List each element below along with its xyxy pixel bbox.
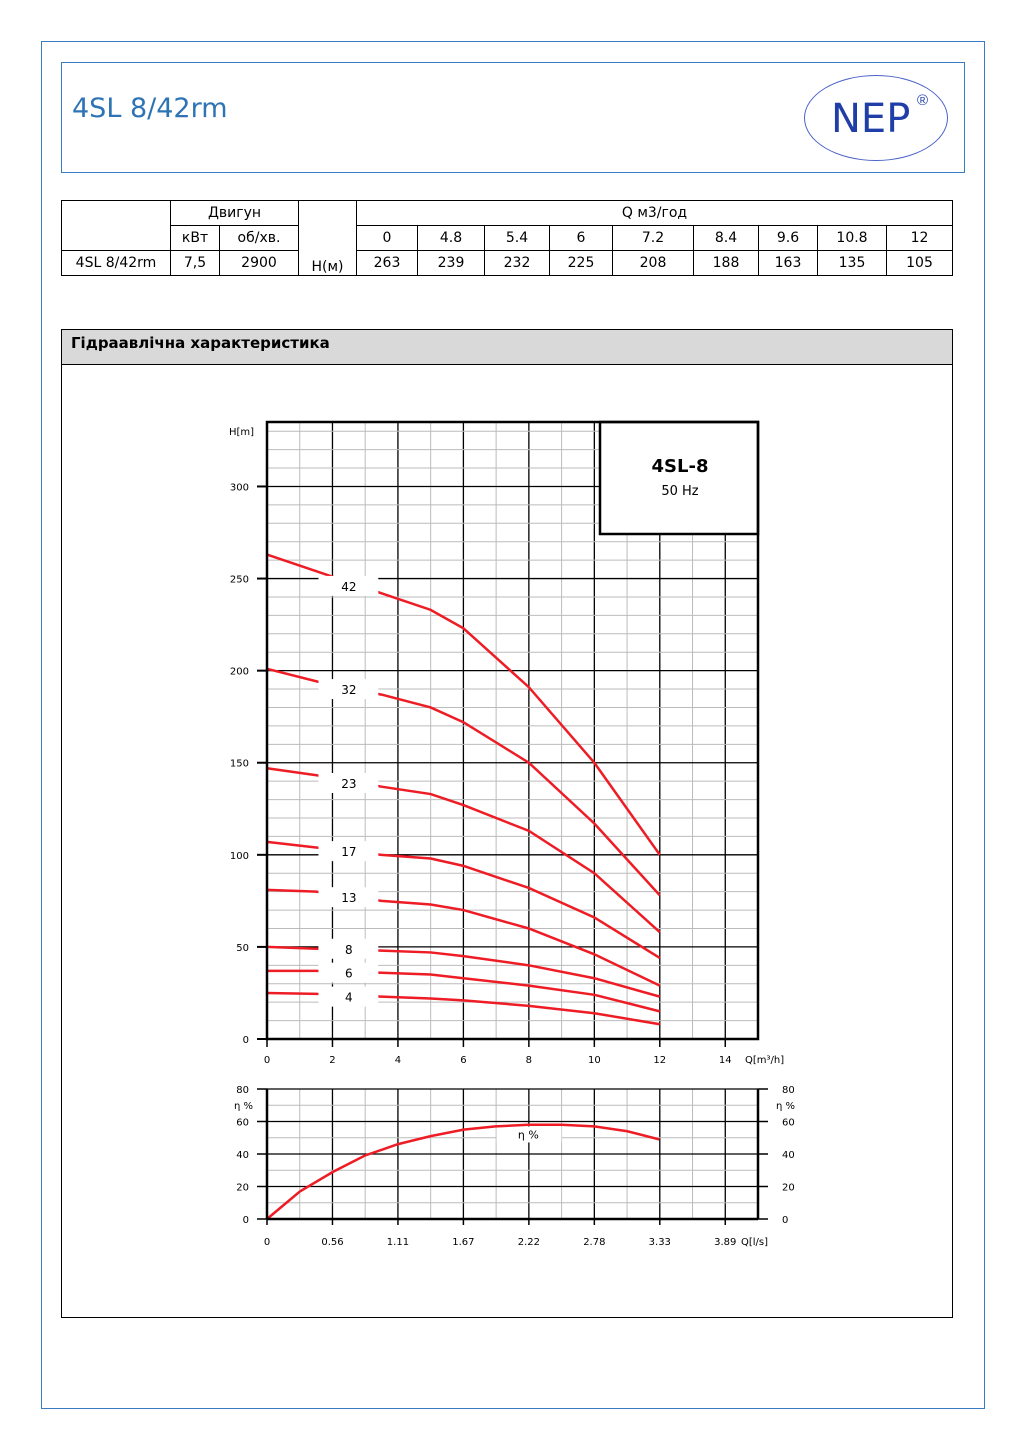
curve-label: 32 [341,683,356,697]
logo-text: NEP [831,96,911,142]
label-background [318,887,379,908]
x-tick-label: 6 [460,1055,466,1066]
eff-x-tick-label: 1.67 [452,1237,474,1248]
nep-logo: NEP ® [804,75,948,161]
h-value-cell: 239 [417,250,485,276]
y-tick-label: 200 [230,667,249,678]
q-value-cell: 6 [549,225,613,251]
x-tick-label: 14 [719,1055,732,1066]
head-header: H(м) [298,200,357,276]
eff-x-tick-label: 3.33 [649,1237,671,1248]
y-tick-label: 300 [230,482,249,493]
eff-y-tick-label-right: 40 [782,1150,795,1161]
rpm-header: об/хв. [219,225,299,251]
q-value-cell: 12 [886,225,953,251]
label-background [318,962,379,983]
eff-y-tick-label: 40 [236,1150,249,1161]
eff-y-tick-label: 80 [236,1085,249,1096]
page-title: 4SL 8/42rm [72,93,228,124]
y-tick-label: 0 [243,1035,249,1046]
x-axis-label: Q[m³/h] [745,1055,784,1066]
curve-label: 6 [345,967,353,981]
x-tick-label: 0 [264,1055,270,1066]
label-background [318,986,379,1007]
h-value-cell: 105 [886,250,953,276]
curve-label: 17 [341,845,356,859]
eff-x-tick-label: 2.22 [518,1237,540,1248]
eff-y-tick-label: 20 [236,1183,249,1194]
label-background [318,772,379,793]
model-cell: 4SL 8/42rm [61,250,171,276]
h-value-cell: 263 [356,250,418,276]
section-title: Гідраавлічна характеристика [62,330,952,365]
eff-x-tick-label: 0 [264,1237,270,1248]
eff-x-tick-label: 3.89 [714,1237,736,1248]
y-tick-label: 50 [236,943,249,954]
eff-y-label: η % [234,1101,253,1112]
rpm-cell: 2900 [219,250,299,276]
eff-x-tick-label: 1.11 [387,1237,409,1248]
q-value-cell: 9.6 [758,225,818,251]
hydraulic-section: Гідраавлічна характеристика [61,329,953,1318]
curve-label: 42 [341,580,356,594]
eff-x-tick-label: 2.78 [583,1237,605,1248]
q-value-cell: 4.8 [417,225,485,251]
kw-cell: 7,5 [170,250,220,276]
label-background [496,1126,562,1143]
label-background [318,841,379,862]
curve-label: 23 [341,777,356,791]
legend-box [598,420,760,536]
x-tick-label: 10 [588,1055,601,1066]
logo-mark: ® [917,92,929,109]
q-value-cell: 7.2 [612,225,694,251]
motor-header: Двигун [170,200,299,226]
eff-y-tick-label-right: 80 [782,1085,795,1096]
h-value-cell: 163 [758,250,818,276]
performance-table: Двигун H(м) Q м3/год кВт об/хв. 0 4.8 5.4 6 7.2 8… [61,200,953,276]
chart-title: 4SL-8 [652,456,709,477]
eff-x-label: Q[l/s] [741,1237,768,1248]
eff-y-label-right: η % [776,1101,795,1112]
eff-y-tick-label-right: 60 [782,1118,795,1129]
eff-y-tick-label: 0 [243,1215,249,1226]
efficiency-curve [266,1123,660,1220]
h-value-cell: 188 [693,250,759,276]
eff-y-tick-label: 60 [236,1118,249,1129]
h-value-cell: 232 [484,250,550,276]
q-header: Q м3/год [356,200,953,226]
eff-y-tick-label-right: 0 [782,1215,788,1226]
y-axis-label: H[m] [229,427,254,438]
h-value-cell: 135 [817,250,887,276]
eff-curve-label: η % [518,1129,539,1142]
curve-label: 13 [341,891,356,905]
y-tick-label: 100 [230,851,249,862]
q-value-cell: 10.8 [817,225,887,251]
x-tick-label: 2 [329,1055,335,1066]
curve-label: 4 [345,991,353,1005]
x-tick-label: 4 [395,1055,401,1066]
y-tick-label: 150 [230,759,249,770]
label-background [318,679,379,700]
plot-frame [265,420,760,1041]
label-background [318,938,379,959]
page-frame [41,41,985,1409]
x-tick-label: 8 [526,1055,532,1066]
y-tick-label: 250 [230,575,249,586]
label-background [318,575,379,596]
x-tick-label: 12 [653,1055,666,1066]
chart-subtitle: 50 Hz [661,484,698,499]
eff-y-tick-label-right: 20 [782,1183,795,1194]
curve-label: 8 [345,943,353,957]
header: 4SL 8/42rm NEP ® [61,62,965,173]
q-value-cell: 0 [356,225,418,251]
eff-x-tick-label: 0.56 [321,1237,343,1248]
